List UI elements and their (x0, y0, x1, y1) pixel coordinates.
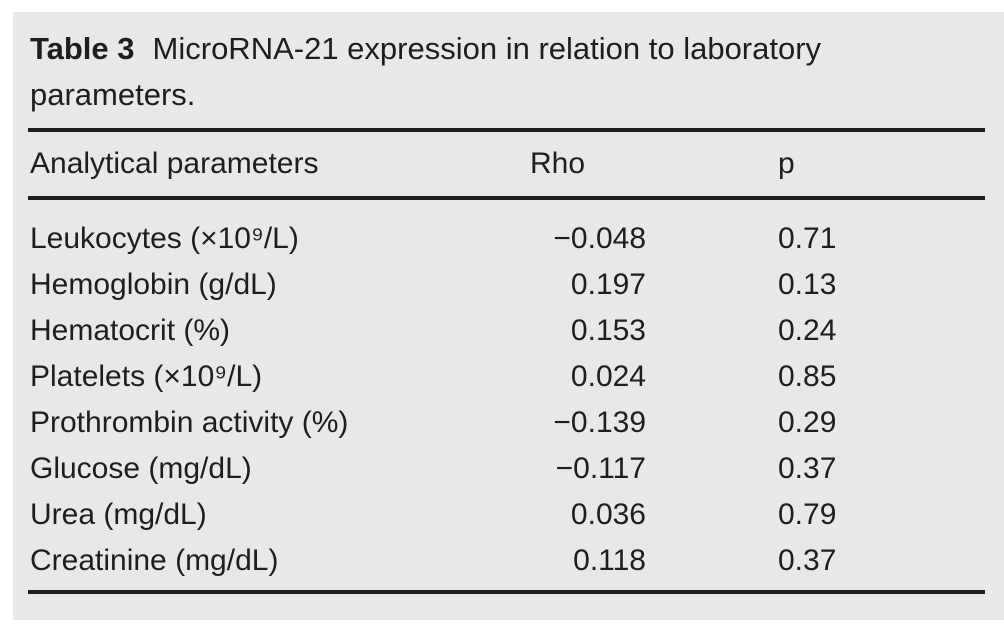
cell-rho: 0.024 (570, 360, 646, 393)
cell-p: 0.71 (778, 222, 837, 255)
table-row: Platelets (×10⁹/L) 0.024 0.85 (28, 354, 985, 400)
table-caption-block: Table 3 MicroRNA-21 expression in relatio… (30, 26, 970, 118)
cell-parameter: Glucose (mg/dL) (30, 452, 252, 485)
cell-p: 0.29 (778, 406, 837, 439)
table-header-row: Analytical parameters Rho p (28, 132, 985, 196)
cell-p: 0.13 (778, 268, 837, 301)
table-row: Prothrombin activity (%) −0.139 0.29 (28, 400, 985, 446)
cell-parameter: Creatinine (mg/dL) (30, 544, 279, 577)
table-caption: MicroRNA-21 expression in relation to la… (30, 31, 822, 112)
cell-parameter: Hematocrit (%) (30, 314, 231, 347)
cell-p: 0.79 (778, 498, 837, 531)
cell-parameter: Hemoglobin (g/dL) (30, 268, 277, 301)
cell-parameter: Urea (mg/dL) (30, 498, 207, 531)
column-header-parameter: Analytical parameters (30, 147, 319, 180)
column-header-rho: Rho (530, 147, 586, 180)
cell-p: 0.37 (778, 544, 837, 577)
table-label: Table 3 (30, 31, 135, 66)
bottom-rule (28, 590, 985, 594)
cell-rho: −0.117 (555, 452, 646, 485)
cell-parameter: Platelets (×10⁹/L) (30, 360, 263, 393)
table-row: Urea (mg/dL) 0.036 0.79 (28, 492, 985, 538)
table-row: Hematocrit (%) 0.153 0.24 (28, 308, 985, 354)
cell-p: 0.85 (778, 360, 837, 393)
cell-rho: 0.118 (573, 544, 646, 577)
cell-parameter: Leukocytes (×10⁹/L) (30, 222, 299, 255)
cell-rho: −0.048 (553, 222, 646, 255)
column-header-p: p (778, 147, 795, 180)
top-rule (28, 128, 985, 132)
table-body: Leukocytes (×10⁹/L) −0.048 0.71 Hemoglob… (28, 200, 985, 590)
table-row: Leukocytes (×10⁹/L) −0.048 0.71 (28, 216, 985, 262)
table-row: Glucose (mg/dL) −0.117 0.37 (28, 446, 985, 492)
header-rule (28, 196, 985, 200)
cell-p: 0.24 (778, 314, 837, 347)
cell-rho: 0.197 (570, 268, 646, 301)
table-panel: Table 3 MicroRNA-21 expression in relatio… (13, 12, 1004, 620)
cell-rho: 0.153 (570, 314, 646, 347)
table-row: Hemoglobin (g/dL) 0.197 0.13 (28, 262, 985, 308)
cell-rho: 0.036 (570, 498, 646, 531)
cell-p: 0.37 (778, 452, 837, 485)
table-row: Creatinine (mg/dL) 0.118 0.37 (28, 538, 985, 584)
cell-parameter: Prothrombin activity (%) (30, 406, 349, 439)
cell-rho: −0.139 (553, 406, 646, 439)
